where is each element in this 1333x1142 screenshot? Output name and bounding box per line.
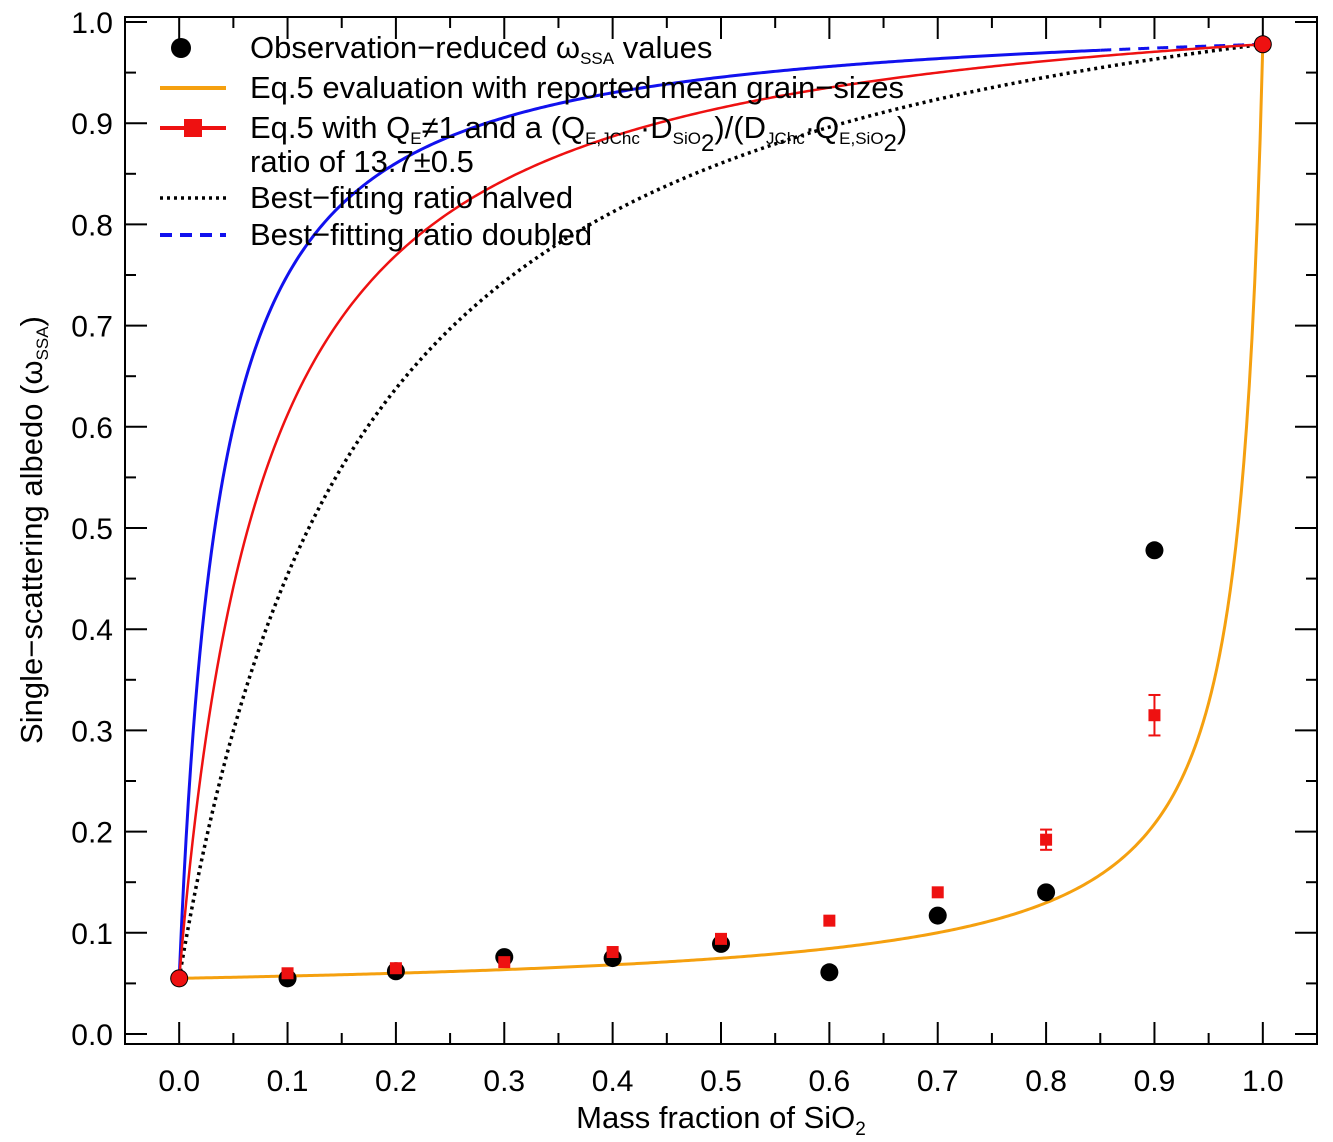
y-tick-label: 0.7 <box>71 311 113 344</box>
y-tick-label: 0.5 <box>71 513 113 546</box>
legend-label-part: )/(D <box>714 110 766 145</box>
x-tick-label: 0.8 <box>1025 1065 1067 1098</box>
best-fit-point <box>281 967 294 980</box>
best-fit-point <box>823 914 836 927</box>
legend-label-part: ≠1 and a (Q <box>422 110 586 145</box>
legend-label-part: Observation−reduced ω <box>250 30 580 65</box>
curve-best-fit <box>177 43 1263 979</box>
best-fit-point <box>1040 833 1053 846</box>
legend-label-part: E,SiO <box>839 129 883 148</box>
legend-label-part: ratio of 13.7±0.5 <box>250 144 474 179</box>
legend-label-part: ·D <box>640 110 673 145</box>
legend-label-part: JChc <box>766 129 805 148</box>
x-axis-title: Mass fraction of SiO2 <box>576 1100 866 1140</box>
x-tick-labels: 0.0 0.1 0.2 0.3 0.4 0.5 0.6 0.7 0.8 0.9 1.0 <box>158 1065 1283 1098</box>
legend-label-part: 2 <box>701 130 714 157</box>
best-fit-endpoint <box>1254 36 1271 53</box>
y-tick-label: 1.0 <box>71 7 113 40</box>
y-tick-label: 0.8 <box>71 209 113 242</box>
curve-reported-grain-sizes <box>179 44 1265 980</box>
axis-ticks <box>124 17 1318 1044</box>
legend-label: Observation−reduced ωSSA values <box>250 30 712 68</box>
best-fit-point <box>389 962 402 975</box>
y-tick-labels: 0.0 0.1 0.2 0.3 0.4 0.5 0.6 0.7 0.8 0.9 1.0 <box>71 7 113 1052</box>
observed-point <box>820 963 839 982</box>
legend-label-part: SSA <box>580 49 615 68</box>
x-tick-label: 0.7 <box>917 1065 959 1098</box>
legend-label: Best−fitting ratio halved <box>250 180 573 215</box>
observed-point <box>928 906 947 925</box>
y-tick-label: 0.0 <box>71 1019 113 1052</box>
legend-symbol-observed <box>171 38 191 58</box>
x-tick-label: 1.0 <box>1242 1065 1284 1098</box>
y-tick-label: 0.1 <box>71 918 113 951</box>
best-fit-point <box>498 956 511 969</box>
curve-ratio-halved <box>177 42 1264 979</box>
x-tick-label: 0.3 <box>483 1065 525 1098</box>
x-tick-label: 0.2 <box>375 1065 417 1098</box>
y-axis-title-sub: SSA <box>33 326 52 361</box>
x-tick-label: 0.9 <box>1134 1065 1176 1098</box>
legend-label-part: Best−fitting ratio halved <box>250 180 573 215</box>
legend-label-part: Eq.5 evaluation with reported mean grain… <box>250 70 904 105</box>
y-tick-label: 0.2 <box>71 817 113 850</box>
best-fit-point <box>931 886 944 899</box>
legend-label: Best−fitting ratio doubled <box>250 217 592 252</box>
y-tick-label: 0.4 <box>71 614 113 647</box>
legend-label-part: 2 <box>884 130 897 157</box>
x-tick-label: 0.5 <box>700 1065 742 1098</box>
legend-label-part: Best−fitting ratio doubled <box>250 217 592 252</box>
y-axis-title-close: ) <box>14 316 49 326</box>
legend-label-part: E <box>410 129 421 148</box>
curve-ratio-doubled-solid <box>177 48 1101 979</box>
legend-label-part: ) <box>897 110 907 145</box>
x-axis-title-text: Mass fraction of SiO <box>576 1100 855 1135</box>
legend-label: Eq.5 evaluation with reported mean grain… <box>250 70 904 105</box>
legend-label-part: values <box>614 30 712 65</box>
x-tick-label: 0.0 <box>158 1065 200 1098</box>
legend-symbol-best-fit-square <box>184 119 202 137</box>
best-fit-point <box>715 932 727 945</box>
legend-label-part: SiO <box>673 129 701 148</box>
best-fit-endpoint <box>171 970 188 987</box>
observed-point <box>1145 541 1164 560</box>
legend-label-part: E,JChc <box>585 129 640 148</box>
legend-label: ratio of 13.7±0.5 <box>250 144 474 179</box>
x-axis-title-sub: 2 <box>855 1119 866 1140</box>
best-fit-point <box>1148 709 1161 722</box>
x-tick-label: 0.4 <box>592 1065 634 1098</box>
y-tick-label: 0.3 <box>71 715 113 748</box>
legend-label-part: ·Q <box>805 110 839 145</box>
best-fit-point <box>606 946 619 959</box>
observed-point <box>1037 883 1056 902</box>
series-curves <box>177 42 1265 980</box>
legend-label-part: Eq.5 with Q <box>250 110 410 145</box>
legend-label: Eq.5 with QE≠1 and a (QE,JChc·DSiO2)/(DJ… <box>250 110 907 157</box>
y-tick-label: 0.9 <box>71 108 113 141</box>
y-axis-title: Single−scattering albedo (ωSSA) <box>14 316 52 744</box>
x-tick-label: 0.6 <box>809 1065 851 1098</box>
series-markers <box>170 35 1272 988</box>
x-tick-label: 0.1 <box>267 1065 309 1098</box>
y-tick-label: 0.6 <box>71 412 113 445</box>
y-axis-title-text: Single−scattering albedo (ω <box>14 360 49 744</box>
